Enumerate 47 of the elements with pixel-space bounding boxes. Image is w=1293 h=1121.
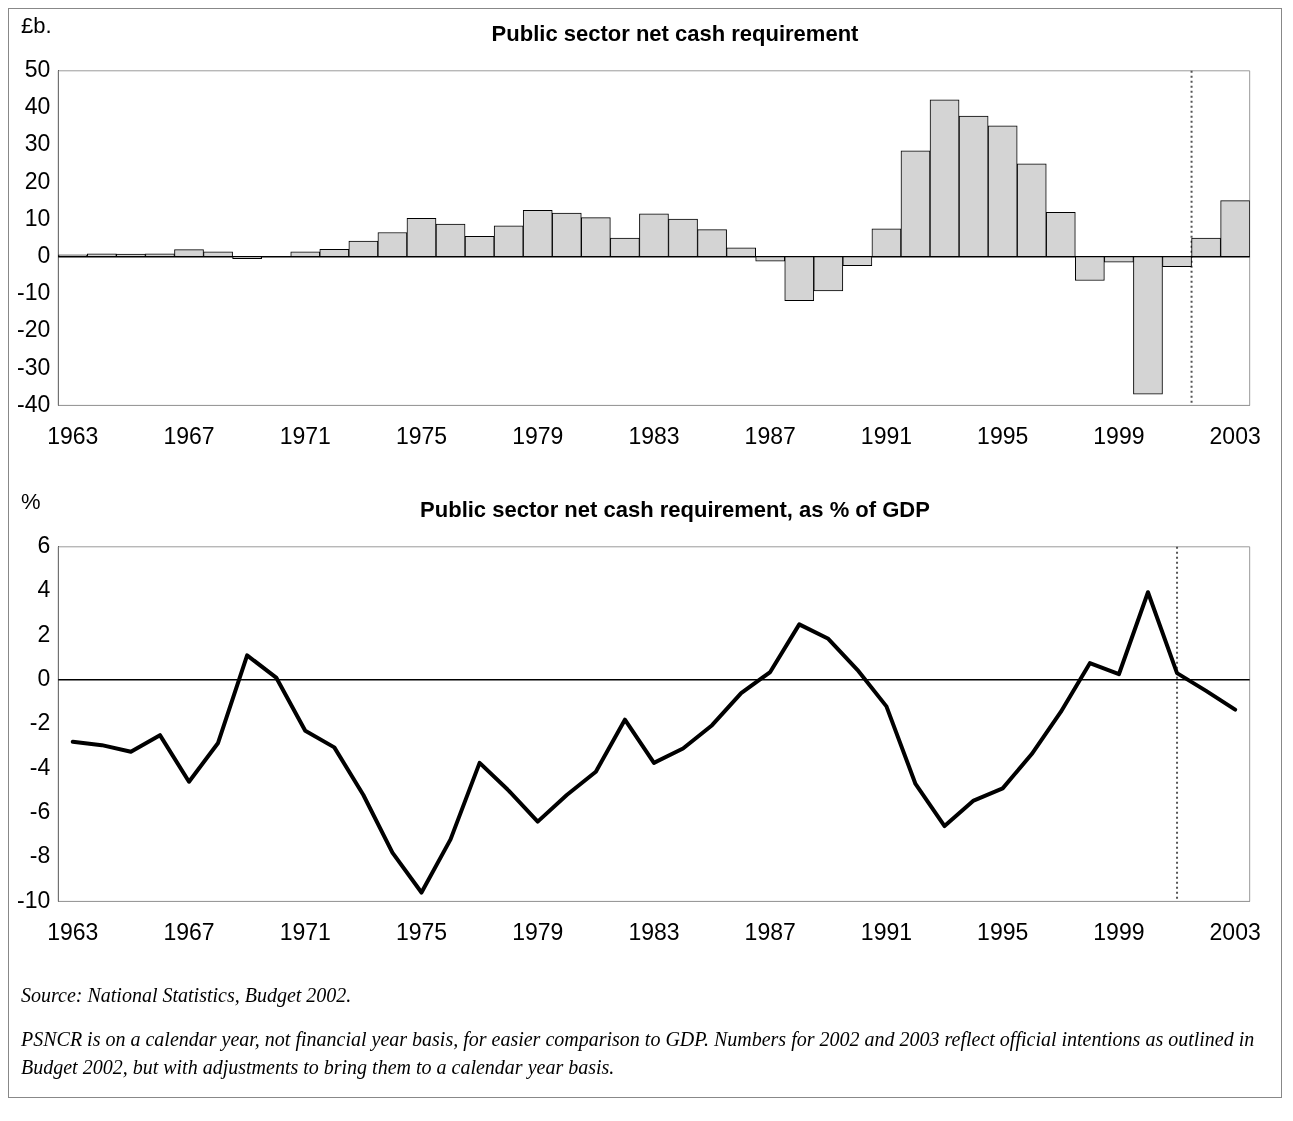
y-tick-label: 20 — [24, 167, 51, 194]
x-tick-label: 1979 — [512, 918, 564, 945]
x-tick-label: 1983 — [628, 422, 680, 449]
x-tick-label: 1987 — [744, 422, 796, 449]
chart-title: Public sector net cash requirement, as % of GDP — [419, 497, 931, 523]
y-axis-title: £b. — [21, 13, 52, 39]
x-tick-label: 1999 — [1093, 422, 1145, 449]
y-tick-label: -6 — [29, 798, 51, 825]
y-tick-label: 6 — [37, 532, 51, 559]
x-tick-label: 1983 — [628, 918, 680, 945]
text: PSNCR is on a calendar year, not financial year basis, for easier comparison to GDP. Numbers for 2002 and 2003 reflect official intentions as outlined in Budget 2002, but with adjustments to bring them to a calendar year basis. — [21, 1027, 1256, 1081]
y-tick-label: 30 — [24, 130, 51, 157]
y-tick-label: 50 — [24, 56, 51, 83]
y-tick-label: -40 — [16, 390, 51, 417]
y-tick-label: -10 — [16, 279, 51, 306]
y-axis-title: % — [21, 489, 41, 515]
x-tick-label: 1971 — [279, 918, 331, 945]
y-tick-label: -20 — [16, 316, 51, 343]
y-tick-label: -2 — [29, 709, 51, 736]
x-tick-label: 1999 — [1093, 918, 1145, 945]
x-tick-label: 1971 — [279, 422, 331, 449]
x-tick-label: 1975 — [395, 918, 448, 945]
x-tick-label: 1991 — [860, 422, 913, 449]
y-tick-label: -10 — [16, 886, 51, 913]
y-tick-label: -8 — [29, 842, 51, 869]
x-tick-label: 2003 — [1209, 422, 1261, 449]
y-tick-label: 10 — [24, 204, 51, 231]
x-tick-label: 1963 — [47, 918, 99, 945]
x-tick-label: 2003 — [1209, 918, 1261, 945]
y-tick-label: 4 — [37, 576, 51, 603]
y-tick-label: 0 — [37, 242, 51, 269]
x-tick-label: 1963 — [47, 422, 99, 449]
x-tick-label: 1967 — [163, 422, 215, 449]
y-tick-label: -4 — [29, 753, 51, 780]
source-note: Source: National Statistics, Budget 2002. — [21, 983, 353, 1009]
y-tick-label: -30 — [16, 353, 51, 380]
y-tick-label: 0 — [37, 665, 51, 692]
chart-title: Public sector net cash requirement — [490, 21, 860, 47]
y-tick-label: 40 — [24, 93, 51, 120]
x-tick-label: 1975 — [395, 422, 448, 449]
x-tick-label: 1987 — [744, 918, 796, 945]
x-tick-label: 1995 — [977, 422, 1029, 449]
x-tick-label: 1967 — [163, 918, 215, 945]
x-tick-label: 1995 — [977, 918, 1029, 945]
x-tick-label: 1991 — [860, 918, 913, 945]
y-tick-label: 2 — [37, 620, 51, 647]
x-tick-label: 1979 — [512, 422, 564, 449]
